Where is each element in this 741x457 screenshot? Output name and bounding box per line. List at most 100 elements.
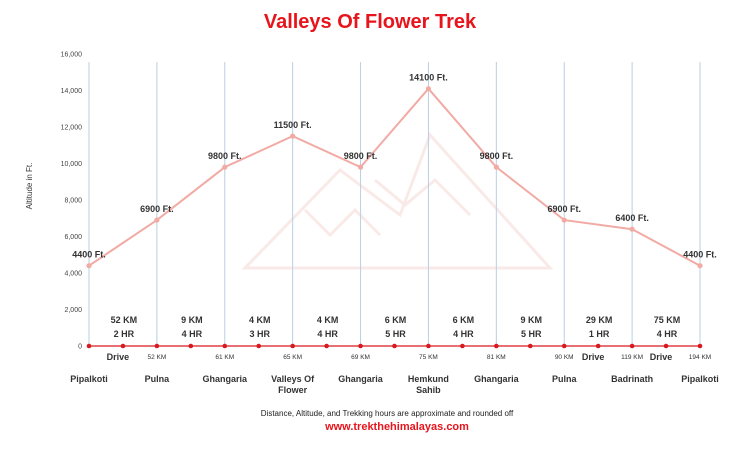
altitude-marker [561,217,567,223]
segment-mode: Drive [650,352,673,362]
altitude-markers [86,86,703,269]
y-tick-label: 6,000 [64,234,82,241]
altitude-label: 11500 Ft. [274,120,312,130]
altitude-marker [493,164,499,170]
place-label: Flower [278,385,308,395]
place-label: Pulna [552,374,577,384]
segment-distance: 29 KM [586,315,613,325]
baseline-dot [460,343,465,349]
place-label: Pulna [145,374,170,384]
segment-distance: 4 KM [249,315,271,325]
y-tick-label: 4,000 [64,271,82,278]
segment-distance: 52 KM [111,315,138,325]
segment-time: 5 HR [385,329,406,339]
place-label: Ghangaria [338,374,384,384]
baseline-dot [527,343,533,349]
cumulative-distance: 75 KM [419,354,438,361]
cumulative-distance-labels: 52 KM 61 KM 65 KM 69 KM 75 KM 81 KM 90 KM 119 K… [147,354,711,361]
segment-time: 2 HR [114,329,135,339]
cumulative-distance: 90 KM [555,354,574,361]
segment-time: 5 HR [521,329,542,339]
altitude-marker [154,217,160,223]
altitude-label: 9800 Ft. [344,151,378,161]
altitude-label: 9800 Ft. [480,151,514,161]
baseline-dot [188,343,194,349]
place-label: Valleys Of [271,374,315,384]
y-tick-label: 16,000 [61,52,83,59]
y-tick-label: 8,000 [64,198,82,205]
y-tick-label: 10,000 [61,161,83,168]
altitude-marker [629,226,635,232]
baseline-dot [358,343,363,349]
baseline-dot [120,343,126,349]
watermark-logo [241,132,554,270]
segment-time: 1 HR [589,329,610,339]
segment-distance: 6 KM [453,315,475,325]
segment-distance: 6 KM [385,315,407,325]
place-label: Pipalkoti [70,374,108,384]
website-link[interactable]: www.trekthehimalayas.com [324,421,469,433]
altitude-line [88,87,701,267]
y-tick-label: 12,000 [61,125,83,132]
place-label: Sahib [416,385,441,395]
segment-time: 4 HR [657,329,678,339]
segment-distance: 4 KM [317,315,339,325]
baseline-dot [324,343,329,349]
cumulative-distance: 52 KM [147,354,166,361]
chart-title: Valleys Of Flower Trek [264,11,477,33]
place-label: Ghangaria [203,374,249,384]
segment-mode: Drive [107,352,130,362]
y-tick-label: 14,000 [61,88,83,95]
baseline-dot [629,343,635,349]
altitude-label: 6900 Ft. [140,204,174,214]
footer-note: Distance, Altitude, and Trekking hours a… [261,409,514,418]
baseline-dot [561,343,567,349]
baseline-dot [697,343,703,349]
place-label: Hemkund [408,374,449,384]
cumulative-distance: 69 KM [351,354,370,361]
place-label: Badrinath [611,374,653,384]
baseline-dot [426,343,431,349]
baseline-dot [290,343,295,349]
baseline-dot [663,343,669,349]
y-tick-label: 0 [78,344,82,351]
baseline-dot [222,343,228,349]
baseline-dot [392,343,397,349]
segment-time: 3 HR [249,329,270,339]
altitude-marker [357,164,364,170]
segment-time: 4 HR [317,329,338,339]
altitude-label: 6900 Ft. [547,204,581,214]
altitude-marker [425,86,432,92]
cumulative-distance: 119 KM [621,354,643,361]
segment-distance: 75 KM [654,315,681,325]
segment-time: 4 HR [182,329,203,339]
cumulative-distance: 61 KM [215,354,234,361]
baseline-dots [86,343,703,349]
place-label: Pipalkoti [681,374,719,384]
segment-time: 4 HR [453,329,474,339]
altitude-label: 4400 Ft. [683,250,717,260]
baseline-dot [595,343,601,349]
y-axis-label: Altitude in Ft. [25,163,34,210]
altitude-marker [86,263,92,269]
place-label: Ghangaria [474,374,520,384]
segment-mode: Drive [582,352,605,362]
cumulative-distance: 65 KM [283,354,302,361]
segment-distance: 9 KM [181,315,203,325]
segment-labels: 52 KM 2 HR Drive 9 KM 4 HR 4 KM 3 HR 4 KM 4 HR 6 … [107,315,681,362]
cumulative-distance: 194 KM [689,354,711,361]
altitude-marker [697,263,703,269]
baseline-dot [494,343,499,349]
altitude-marker [290,133,296,139]
y-axis-ticks: 0 2,000 4,000 6,000 8,000 10,000 12,000 14,000 1… [61,52,83,351]
vertical-guides [88,62,701,346]
cumulative-distance: 81 KM [487,354,506,361]
altitude-label: 4400 Ft. [72,250,106,260]
baseline-dot [86,343,92,349]
y-tick-label: 2,000 [64,307,82,314]
altitude-labels: 4400 Ft. 6900 Ft. 9800 Ft. 11500 Ft. 9800 Ft… [72,73,717,260]
altitude-marker [222,164,228,170]
altitude-label: 6400 Ft. [615,213,649,223]
segment-distance: 9 KM [521,315,543,325]
